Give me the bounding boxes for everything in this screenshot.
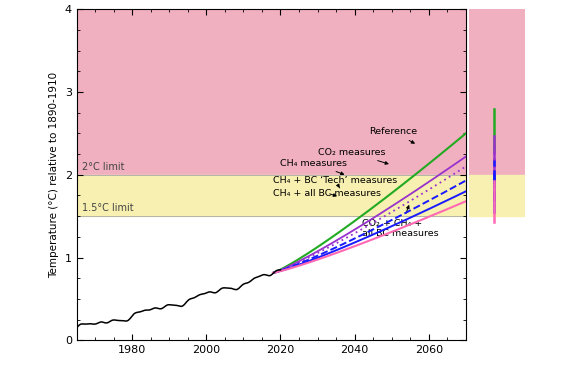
Bar [77,9,466,175]
Text: CH₄ measures: CH₄ measures [281,159,348,175]
Text: CH₄ + BC ‘Tech’ measures: CH₄ + BC ‘Tech’ measures [273,176,398,188]
Bar [469,175,525,216]
Text: CO₂ measures: CO₂ measures [318,148,388,164]
Text: 1.5°C limit: 1.5°C limit [82,203,134,213]
Bar [77,175,466,216]
Bar [469,9,525,175]
Y-axis label: Temperature (°C) relative to 1890-1910: Temperature (°C) relative to 1890-1910 [49,72,59,278]
Text: CO₂ + CH₄ +
all BC measures: CO₂ + CH₄ + all BC measures [362,206,438,238]
Text: Reference: Reference [369,127,417,143]
Text: 2°C limit: 2°C limit [82,161,125,172]
Text: CH₄ + all BC measures: CH₄ + all BC measures [273,189,381,198]
